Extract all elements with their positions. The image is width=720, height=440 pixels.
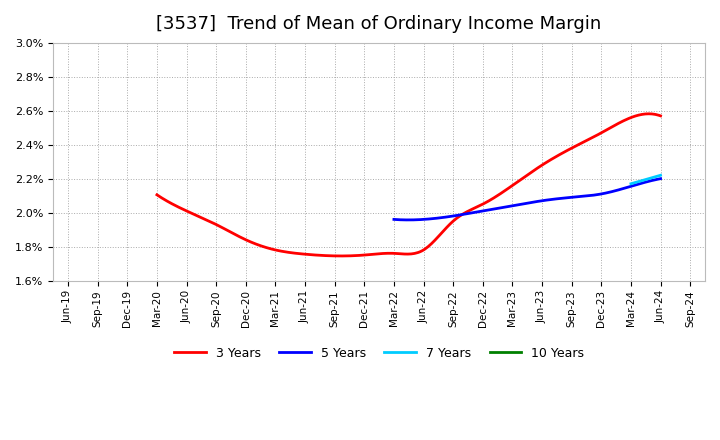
Title: [3537]  Trend of Mean of Ordinary Income Margin: [3537] Trend of Mean of Ordinary Income … [156, 15, 602, 33]
Legend: 3 Years, 5 Years, 7 Years, 10 Years: 3 Years, 5 Years, 7 Years, 10 Years [169, 341, 589, 365]
